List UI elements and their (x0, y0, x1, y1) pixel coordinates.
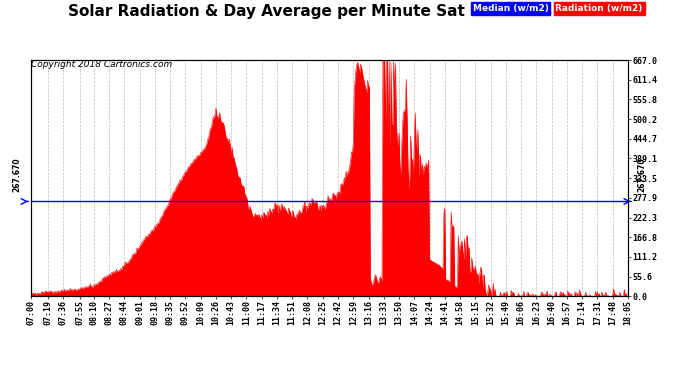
Text: Radiation (w/m2): Radiation (w/m2) (555, 4, 643, 13)
Text: 267.670: 267.670 (637, 157, 647, 192)
Text: Median (w/m2): Median (w/m2) (473, 4, 549, 13)
Text: Solar Radiation & Day Average per Minute Sat Oct 13 18:20: Solar Radiation & Day Average per Minute… (68, 4, 580, 19)
Text: 267.670: 267.670 (12, 157, 22, 192)
Text: Copyright 2018 Cartronics.com: Copyright 2018 Cartronics.com (31, 60, 172, 69)
